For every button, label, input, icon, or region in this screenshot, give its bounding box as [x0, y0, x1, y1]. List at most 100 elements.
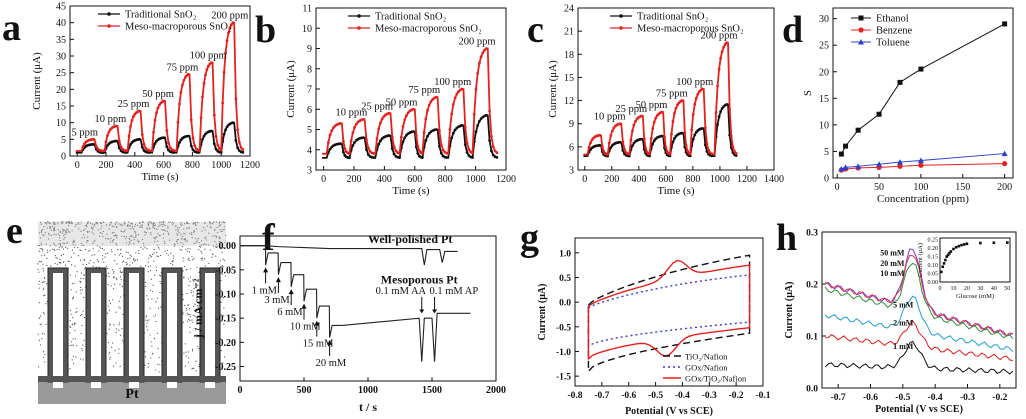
data-point: [424, 117, 428, 121]
pore-dot: [218, 225, 220, 227]
pore-dot: [71, 359, 73, 361]
data-point: [453, 128, 457, 132]
pore-dot: [106, 312, 109, 314]
pore-dot: [100, 222, 102, 224]
pore-dot: [63, 238, 65, 240]
data-point: [348, 152, 351, 155]
pore-dot: [148, 319, 150, 321]
pore-dot: [75, 275, 77, 277]
pore-dot: [151, 298, 153, 300]
pore-dot: [53, 226, 56, 228]
pore-dot: [154, 224, 156, 226]
data-point: [609, 146, 613, 149]
pore-dot: [184, 223, 186, 225]
pore-dot: [42, 233, 44, 236]
pore-dot: [79, 314, 82, 317]
data-point: [387, 134, 391, 137]
pore-dot: [87, 250, 89, 252]
pore-channel: [205, 273, 215, 388]
data-point: [690, 128, 694, 132]
pore-dot: [77, 246, 79, 249]
pore-dot: [191, 350, 194, 352]
chart-h: -0.7 -0.6 -0.5 -0.4 -0.3 -0.2 0.0 0.1 0.2 0.3 Pote…: [784, 229, 1017, 415]
pore-dot: [87, 236, 89, 238]
pore-dot: [105, 237, 107, 239]
pore-dot: [53, 222, 56, 225]
pore-dot: [55, 256, 57, 258]
pore-dot: [135, 233, 137, 235]
pore-dot: [119, 307, 121, 309]
pore-dot: [38, 250, 40, 252]
pore-dot: [138, 222, 141, 224]
pore-dot: [153, 237, 155, 239]
pore-dot: [167, 227, 169, 229]
pore-dot: [215, 246, 217, 248]
data-point: [338, 142, 342, 146]
pore-dot: [150, 232, 152, 234]
data-point: [607, 141, 611, 145]
legend-entry: GOx/Nafion: [685, 363, 728, 373]
pore-dot: [113, 225, 115, 227]
pore-dot: [146, 228, 148, 230]
pore-dot: [128, 238, 131, 240]
legend-marker: [858, 15, 864, 21]
pore-dot: [84, 248, 87, 251]
pore-dot: [53, 229, 55, 232]
pore-dot: [65, 246, 67, 248]
pore-dot: [61, 222, 63, 225]
film-top: [38, 222, 226, 246]
concentration-label: 50 ppm: [636, 100, 668, 111]
pore-dot: [147, 363, 150, 365]
pore-dot: [157, 240, 159, 242]
concentration-label: 25 ppm: [361, 101, 393, 112]
data-point: [114, 139, 118, 143]
pore-dot: [196, 334, 198, 336]
pore-dot: [109, 302, 112, 305]
pore-dot: [164, 224, 166, 227]
pore-dot: [57, 229, 59, 231]
data-point: [427, 103, 431, 107]
step-label: 3 mM: [264, 295, 290, 306]
data-point: [205, 68, 209, 72]
data-point: [652, 120, 656, 124]
data-point: [401, 140, 405, 144]
pore-dot: [130, 239, 132, 242]
pore-dot: [211, 256, 213, 258]
data-point: [686, 149, 689, 153]
pore-dot: [167, 254, 169, 256]
pore-dot: [87, 222, 89, 225]
pore-dot: [183, 352, 185, 354]
pore-dot: [209, 221, 212, 224]
pore-dot: [120, 230, 122, 232]
pore-dot: [220, 350, 222, 352]
pore-dot: [213, 221, 215, 223]
data-point: [343, 147, 347, 151]
pore-dot: [59, 262, 61, 264]
pore-dot: [184, 304, 186, 307]
pore-dot: [162, 222, 164, 224]
pore-dot: [193, 257, 195, 260]
x-tick-label: 1200: [240, 160, 260, 171]
x-axis-label: Potential (V vs SCE): [875, 404, 963, 415]
pore-dot: [79, 259, 82, 261]
pore-dot: [194, 222, 196, 224]
panel-letter-c: c: [527, 9, 544, 51]
x-tick-label: 500: [297, 385, 312, 396]
pore-dot: [198, 271, 200, 273]
legend-marker: [357, 26, 361, 30]
plot-frame: [69, 5, 251, 157]
pore-dot: [181, 237, 183, 240]
data-point: [627, 152, 631, 156]
pore-dot: [197, 306, 199, 308]
pore-dot: [171, 221, 174, 223]
pore-dot: [126, 225, 128, 227]
pore-dot: [77, 222, 79, 224]
data-point: [876, 111, 882, 117]
data-point: [688, 152, 692, 156]
data-point: [104, 140, 108, 144]
pore-dot: [144, 351, 146, 353]
y-tick-label: 3: [569, 166, 574, 177]
pore-dot: [121, 255, 124, 258]
pore-dot: [183, 239, 185, 241]
data-point: [152, 130, 155, 134]
